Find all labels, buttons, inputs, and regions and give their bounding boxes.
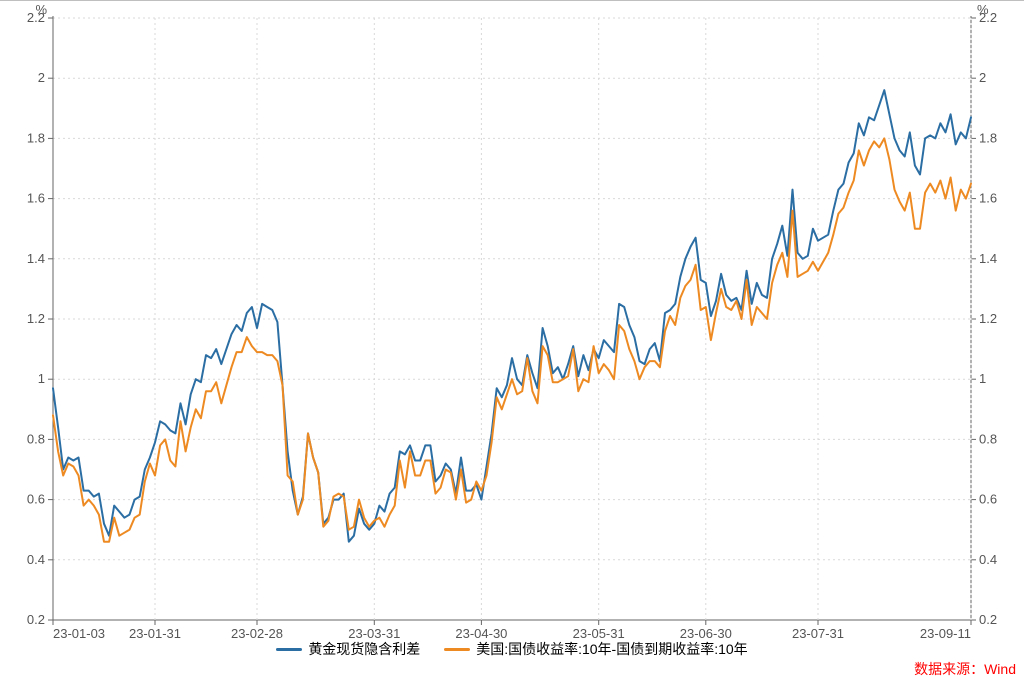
svg-text:1.4: 1.4 bbox=[27, 251, 45, 266]
svg-text:1.8: 1.8 bbox=[27, 130, 45, 145]
svg-text:1.8: 1.8 bbox=[979, 130, 997, 145]
svg-text:0.4: 0.4 bbox=[27, 552, 45, 567]
legend-swatch bbox=[444, 648, 470, 651]
svg-text:2: 2 bbox=[979, 70, 986, 85]
legend-swatch bbox=[276, 648, 302, 651]
legend-item: 美国:国债收益率:10年-国债到期收益率:10年 bbox=[444, 639, 747, 659]
legend: 黄金现货隐含利差 美国:国债收益率:10年-国债到期收益率:10年 bbox=[0, 638, 1024, 660]
line-chart: 0.2 0.2 0.4 0.4 0.6 0.6 0.8 0.8 1 1 1.2 1.2 1.4 1.4 1.… bbox=[0, 0, 1024, 681]
svg-text:1.6: 1.6 bbox=[27, 191, 45, 206]
legend-label: 美国:国债收益率:10年-国债到期收益率:10年 bbox=[476, 639, 747, 659]
svg-text:0.6: 0.6 bbox=[979, 492, 997, 507]
svg-text:0.8: 0.8 bbox=[979, 431, 997, 446]
source-label: 数据来源：Wind bbox=[914, 659, 1016, 679]
svg-text:1.2: 1.2 bbox=[27, 311, 45, 326]
svg-text:1.2: 1.2 bbox=[979, 311, 997, 326]
svg-text:%: % bbox=[35, 2, 47, 17]
svg-text:1.4: 1.4 bbox=[979, 251, 997, 266]
svg-text:0.4: 0.4 bbox=[979, 552, 997, 567]
svg-text:0.2: 0.2 bbox=[27, 612, 45, 627]
svg-text:0.6: 0.6 bbox=[27, 492, 45, 507]
svg-text:2: 2 bbox=[38, 70, 45, 85]
svg-text:0.8: 0.8 bbox=[27, 431, 45, 446]
svg-text:%: % bbox=[977, 2, 989, 17]
outer-top-border bbox=[0, 0, 1024, 1]
svg-text:0.2: 0.2 bbox=[979, 612, 997, 627]
legend-item: 黄金现货隐含利差 bbox=[276, 639, 420, 659]
svg-text:1: 1 bbox=[979, 371, 986, 386]
legend-label: 黄金现货隐含利差 bbox=[308, 639, 420, 659]
svg-text:1.6: 1.6 bbox=[979, 191, 997, 206]
chart-container: 0.2 0.2 0.4 0.4 0.6 0.6 0.8 0.8 1 1 1.2 1.2 1.4 1.4 1.… bbox=[0, 0, 1024, 681]
svg-text:1: 1 bbox=[38, 371, 45, 386]
